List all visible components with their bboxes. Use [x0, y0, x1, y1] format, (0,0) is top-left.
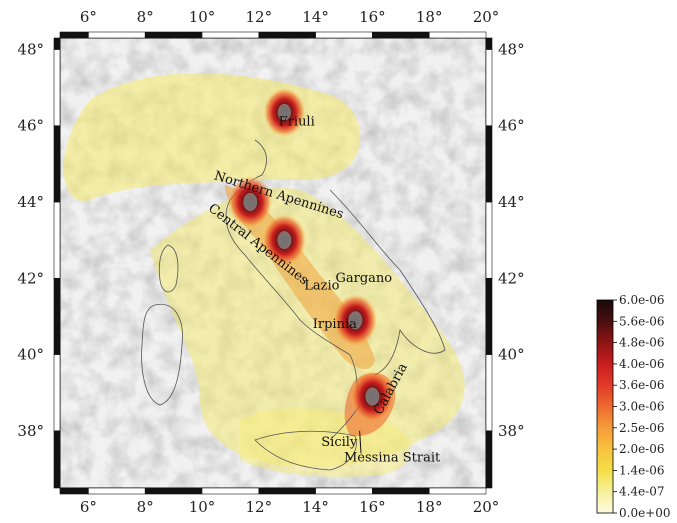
frame-segment: [53, 37, 61, 50]
frame-segment: [53, 430, 61, 489]
latitude-labels-left: 48° 46° 44° 42° 40° 38°: [17, 40, 44, 439]
colorbar-ramp: [596, 299, 614, 514]
frame-segment: [485, 37, 493, 50]
frame-segment: [428, 487, 487, 495]
frame-segment: [201, 487, 260, 495]
latitude-label: 46°: [17, 117, 44, 135]
longitude-label: 6°: [80, 8, 97, 26]
frame-segment: [53, 125, 61, 203]
frame-scale-right: [485, 37, 493, 489]
longitude-label: 8°: [137, 8, 154, 26]
longitude-label: 12°: [246, 498, 273, 516]
sardinia-outline: [141, 303, 183, 406]
latitude-label: 42°: [498, 269, 525, 287]
colorbar-label: 6.0e-06: [619, 293, 665, 307]
frame-segment: [258, 487, 316, 495]
longitude-label: 20°: [473, 8, 500, 26]
frame-segment: [315, 31, 373, 39]
place-label: Gargano: [335, 271, 392, 286]
longitude-label: 12°: [246, 8, 273, 26]
frame-segment: [485, 49, 493, 127]
frame-segment: [88, 487, 146, 495]
frame-segment: [485, 277, 493, 355]
latitude-label: 42°: [17, 269, 44, 287]
place-label: Irpinia: [313, 317, 357, 332]
longitude-label: 18°: [416, 8, 443, 26]
frame-segment: [53, 201, 61, 279]
strain-hotspot-core: [348, 311, 363, 330]
latitude-label: 48°: [17, 40, 44, 58]
frame-segment: [258, 31, 316, 39]
frame-segment: [201, 31, 260, 39]
colorbar-label: 4.0e-06: [619, 357, 665, 371]
colorbar-label: 5.6e-06: [619, 314, 665, 328]
place-label: Sicily: [321, 435, 358, 450]
longitude-label: 10°: [189, 8, 216, 26]
frame-segment: [315, 487, 373, 495]
strain-hotspot-core: [277, 103, 292, 121]
frame-segment: [53, 277, 61, 355]
frame-segment: [485, 430, 493, 489]
place-label: Lazio: [304, 279, 339, 294]
frame-segment: [144, 487, 203, 495]
longitude-label: 6°: [80, 498, 97, 516]
longitude-labels-bottom: 6° 8° 10° 12° 14° 16° 18° 20°: [80, 498, 499, 516]
longitude-label: 16°: [359, 8, 386, 26]
sicily-outline: [254, 430, 357, 471]
frame-scale-bottom: [59, 487, 487, 495]
longitude-label: 14°: [302, 8, 329, 26]
latitude-label: 46°: [498, 117, 525, 135]
colorbar-label: 3.0e-06: [619, 400, 665, 414]
latitude-label: 44°: [498, 193, 525, 211]
frame-segment: [428, 31, 487, 39]
hotspot-layer: [228, 87, 395, 423]
longitude-label: 10°: [189, 498, 216, 516]
longitude-label: 14°: [302, 498, 329, 516]
colorbar-label: 1.4e-06: [619, 463, 665, 477]
frame-segment: [485, 354, 493, 432]
latitude-label: 40°: [498, 346, 525, 364]
frame-segment: [485, 125, 493, 203]
frame-segment: [59, 31, 89, 39]
strain-hotspot-core: [365, 387, 380, 406]
colorbar-label: 4.4e-07: [619, 485, 665, 499]
latitude-label: 44°: [17, 193, 44, 211]
corsica-outline: [158, 244, 179, 293]
colorbar: 6.0e-06 5.6e-06 4.8e-06 4.0e-06 3.6e-06 3.0e-…: [596, 293, 671, 520]
frame-segment: [372, 31, 430, 39]
frame-scale-left: [53, 37, 61, 489]
colorbar-labels: 6.0e-06 5.6e-06 4.8e-06 4.0e-06 3.6e-06 3.0e-…: [613, 293, 671, 520]
colorbar-label: 0.0e+00: [619, 506, 671, 520]
latitude-labels-right: 48° 46° 44° 42° 40° 38°: [498, 40, 525, 439]
colorbar-label: 2.0e-06: [619, 442, 665, 456]
latitude-label: 38°: [17, 422, 44, 440]
frame-scale-top: [59, 31, 487, 39]
longitude-label: 18°: [416, 498, 443, 516]
frame-segment: [144, 31, 203, 39]
colorbar-label: 3.6e-06: [619, 378, 665, 392]
frame-segment: [53, 49, 61, 127]
longitude-label: 8°: [137, 498, 154, 516]
strain-hotspot-core: [277, 231, 292, 250]
longitude-label: 16°: [359, 498, 386, 516]
place-label: Messina Strait: [344, 450, 441, 465]
frame-segment: [53, 354, 61, 432]
frame-segment: [88, 31, 146, 39]
place-label: Friuli: [279, 115, 315, 130]
longitude-label: 20°: [473, 498, 500, 516]
frame-segment: [485, 201, 493, 279]
latitude-label: 38°: [498, 422, 525, 440]
colorbar-label: 4.8e-06: [619, 336, 665, 350]
latitude-label: 40°: [17, 346, 44, 364]
frame-segment: [59, 487, 89, 495]
colorbar-label: 2.5e-06: [619, 421, 665, 435]
longitude-labels-top: 6° 8° 10° 12° 14° 16° 18° 20°: [80, 8, 499, 26]
latitude-label: 48°: [498, 40, 525, 58]
messina-pointer: [359, 430, 362, 454]
frame-segment: [372, 487, 430, 495]
strain-hotspot-core: [243, 192, 258, 211]
